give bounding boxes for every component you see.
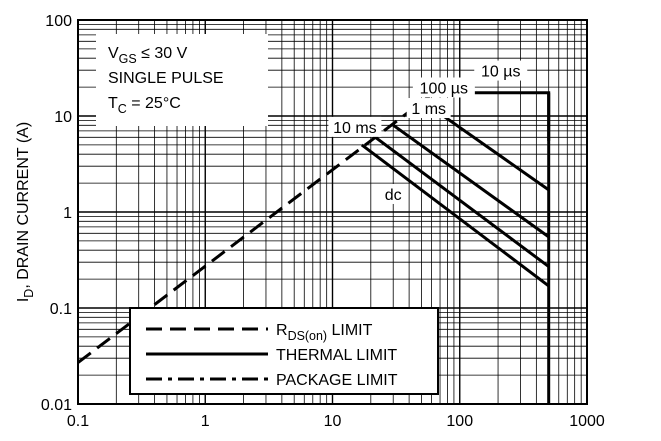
series-line [474,91,551,141]
curve-label: 10 ms [333,120,377,137]
legend-label: PACKAGE LIMIT [276,372,398,389]
curve-label-bg [412,77,475,98]
y-tick-label: 10 [54,109,72,126]
plot-frame [77,19,588,405]
legend-label: THERMAL LIMIT [276,347,397,364]
curve-label-bg [474,60,528,81]
legend-label: RDS(on) LIMIT [276,322,373,343]
y-tick-label: 0.1 [50,301,72,318]
series-line [372,134,550,268]
y-tick-label: 100 [45,13,72,30]
curve-label: 10 µs [481,64,520,81]
curve-label-bg [328,116,382,137]
x-tick-label: 1000 [569,413,605,430]
x-tick-label: 10 [324,413,342,430]
y-axis-label: ID, DRAIN CURRENT (A) [15,122,36,302]
curve-label-bg [380,183,407,204]
series-line [390,122,550,239]
curve-labels: 10 µs 100 µs 1 ms 10 ms dc [328,60,528,204]
x-tick-label: 0.1 [67,413,89,430]
y-axis-title: ID, DRAIN CURRENT (A) [15,122,36,302]
condition-line: VGS ≤ 30 V [108,45,188,66]
x-tick-label: 1 [201,413,210,430]
y-tick-label: 0.01 [41,397,72,414]
series-line [360,143,550,288]
legend: RDS(on) LIMIT THERMAL LIMIT PACKAGE LIMIT [129,307,439,395]
y-tick-label: 1 [63,205,72,222]
curve-label: 1 ms [411,101,446,118]
curve-label: dc [385,187,402,204]
curve-label-bg [406,98,451,119]
curve-label: 100 µs [420,80,468,97]
conditions-box: VGS ≤ 30 V SINGLE PULSE TC = 25°C [96,34,268,126]
conditions-box-bg [96,34,268,126]
x-tick-label: 100 [446,413,473,430]
condition-line: TC = 25°C [108,95,181,116]
condition-line: SINGLE PULSE [108,70,224,87]
